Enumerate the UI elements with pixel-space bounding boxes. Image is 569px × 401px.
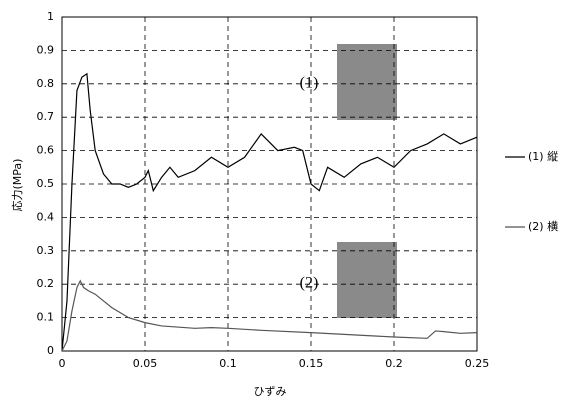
y-tick-label: 0.8 [37, 77, 55, 90]
y-tick-label: 0.7 [37, 110, 55, 123]
y-axis-label: 応力(MPa) [10, 159, 24, 212]
legend-label: (2) 横 [528, 219, 558, 233]
y-tick-label: 1 [47, 10, 54, 23]
x-tick-label: 0.1 [219, 357, 237, 370]
y-tick-label: 0.1 [37, 311, 55, 324]
x-axis-label: ひずみ [254, 385, 287, 398]
y-tick-label: 0.4 [37, 210, 55, 223]
y-tick-label: 0.9 [37, 43, 55, 56]
annotation: (1) [300, 75, 319, 92]
y-tick-label: 0.2 [37, 277, 55, 290]
y-tick-label: 0.6 [37, 144, 55, 157]
series-line [61, 279, 478, 352]
x-tick-label: 0.2 [385, 357, 403, 370]
x-tick-label: 0 [59, 357, 66, 370]
y-tick-label: 0.5 [37, 177, 55, 190]
x-tick-label: 0.25 [465, 357, 490, 370]
x-tick-label: 0.15 [299, 357, 324, 370]
x-tick-label: 0.05 [133, 357, 158, 370]
photo-1 [337, 44, 397, 120]
y-tick-label: 0.3 [37, 244, 55, 257]
y-tick-label: 0 [47, 344, 54, 357]
legend-label: (1) 縦 [528, 150, 558, 163]
plot-frame [61, 16, 478, 352]
photo-2 [337, 242, 397, 318]
series-line [61, 72, 478, 352]
annotation: (2) [300, 275, 319, 292]
